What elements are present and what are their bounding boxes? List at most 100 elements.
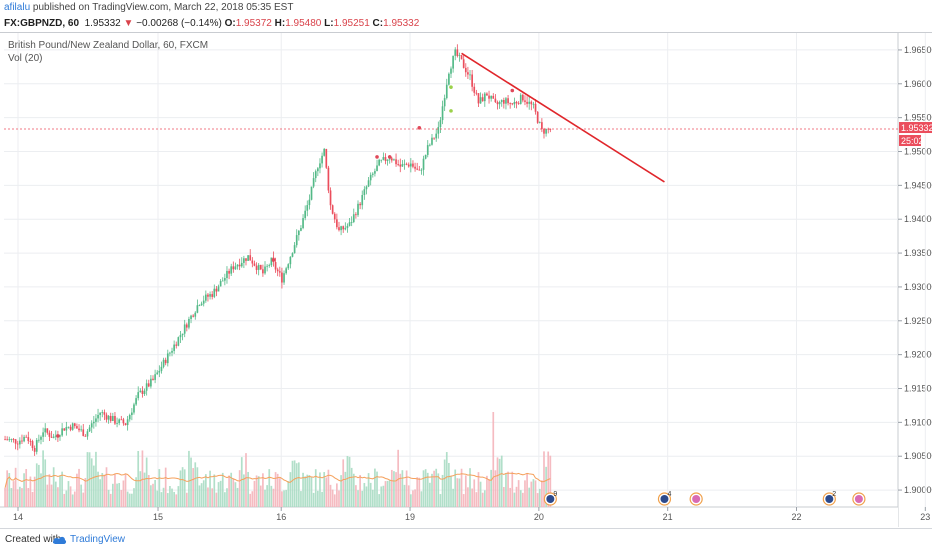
volume-bar <box>473 479 476 507</box>
volume-bar <box>295 463 298 507</box>
volume-bar <box>4 487 6 507</box>
candle-body <box>333 213 336 220</box>
volume-bar <box>35 463 38 507</box>
volume-bar <box>490 469 493 507</box>
price-axis[interactable] <box>898 33 932 527</box>
candle-body <box>285 268 287 274</box>
event-flag-inner <box>660 495 669 503</box>
candle-body <box>71 423 74 430</box>
volume-bar <box>259 485 262 507</box>
candle-body <box>513 101 516 105</box>
candle-body <box>164 359 167 364</box>
volume-bar <box>274 472 277 507</box>
volume-bar <box>300 491 302 507</box>
event-flag-inner <box>854 495 863 503</box>
candle-body <box>359 203 361 206</box>
candle-body <box>297 230 300 236</box>
candle-body <box>268 265 271 266</box>
price-chart[interactable]: 1.90000 1.90500 1.91000 1.91500 1.92000 1.925… <box>0 33 932 527</box>
volume-bar <box>369 482 372 507</box>
candle-body <box>200 303 203 306</box>
volume-bar <box>251 491 254 507</box>
candle-body <box>259 264 262 270</box>
candle-body <box>483 93 486 102</box>
volume-bar <box>338 490 340 507</box>
volume-bar <box>164 467 167 507</box>
trendline[interactable] <box>461 52 665 183</box>
volume-bar <box>429 482 431 507</box>
volume-bar <box>331 489 334 507</box>
time-tick-label: 21 <box>663 512 673 522</box>
volume-bar <box>545 466 547 507</box>
candle-body <box>243 258 245 263</box>
candle-body <box>352 214 355 222</box>
candle-body <box>169 352 171 354</box>
candle-body <box>150 378 152 387</box>
volume-bar <box>154 480 156 507</box>
candle-body <box>44 428 47 433</box>
candle-body <box>507 98 509 104</box>
candle-body <box>253 263 256 266</box>
volume-bar <box>443 459 446 507</box>
volume-bar <box>162 487 165 507</box>
candle-body <box>308 199 311 206</box>
tradingview-brand-link[interactable]: TradingView <box>70 534 126 545</box>
candle-body <box>371 173 374 175</box>
candle-body <box>475 92 478 94</box>
candle-body <box>314 171 317 179</box>
candle-body <box>156 372 159 375</box>
volume-bar <box>188 450 190 507</box>
candle-body <box>196 305 199 313</box>
candle-body <box>97 414 99 419</box>
volume-bar <box>253 480 256 507</box>
ohlc-bar: FX:GBPNZD, 60 1.95332 ▼ −0.00268 (−0.14%… <box>0 16 932 32</box>
volume-bar <box>414 489 416 507</box>
volume-bar <box>183 469 186 507</box>
candle-body <box>181 333 184 336</box>
volume-bar <box>388 479 391 507</box>
volume-bar <box>42 450 44 507</box>
candle-body <box>270 257 273 266</box>
candle-body <box>192 315 195 317</box>
down-arrow-icon: ▼ <box>123 18 134 29</box>
candle-body <box>549 129 552 130</box>
candle-body <box>29 441 32 442</box>
publisher-author[interactable]: afilalu <box>4 2 31 13</box>
volume-bar <box>346 456 349 507</box>
candle-body <box>88 427 91 432</box>
volume-bar <box>105 467 108 507</box>
candle-body <box>323 148 326 156</box>
volume-bar <box>452 488 454 507</box>
volume-bar <box>202 480 205 507</box>
candle-body <box>103 412 106 415</box>
publisher-bar: afilalu published on TradingView.com, Ma… <box>0 0 932 16</box>
volume-bar <box>450 476 452 507</box>
volume-bar <box>76 473 78 507</box>
candle-body <box>350 221 353 223</box>
candle-body <box>471 74 473 87</box>
candle-body <box>317 168 319 172</box>
candle-body <box>386 159 389 161</box>
candle-body <box>545 128 547 134</box>
volume-bar <box>52 467 55 507</box>
volume-bar <box>291 460 294 507</box>
volume-bar <box>297 462 300 507</box>
volume-bar <box>84 477 87 507</box>
price-tick-label: 1.95500 <box>904 113 932 123</box>
candle-body <box>460 55 463 60</box>
time-axis[interactable] <box>0 507 898 527</box>
volume-bar <box>213 474 216 507</box>
volume-bar <box>380 486 383 507</box>
candle-body <box>340 226 342 231</box>
candle-body <box>291 253 294 257</box>
volume-bar <box>78 468 80 507</box>
volume-bar <box>209 470 211 507</box>
signal-marker <box>449 85 453 89</box>
candle-body <box>209 294 211 297</box>
candle-body <box>217 286 220 292</box>
volume-bar <box>14 467 17 507</box>
volume-bar <box>207 487 209 507</box>
candle-body <box>397 164 400 165</box>
candle-body <box>293 245 296 254</box>
candle-body <box>486 93 488 96</box>
